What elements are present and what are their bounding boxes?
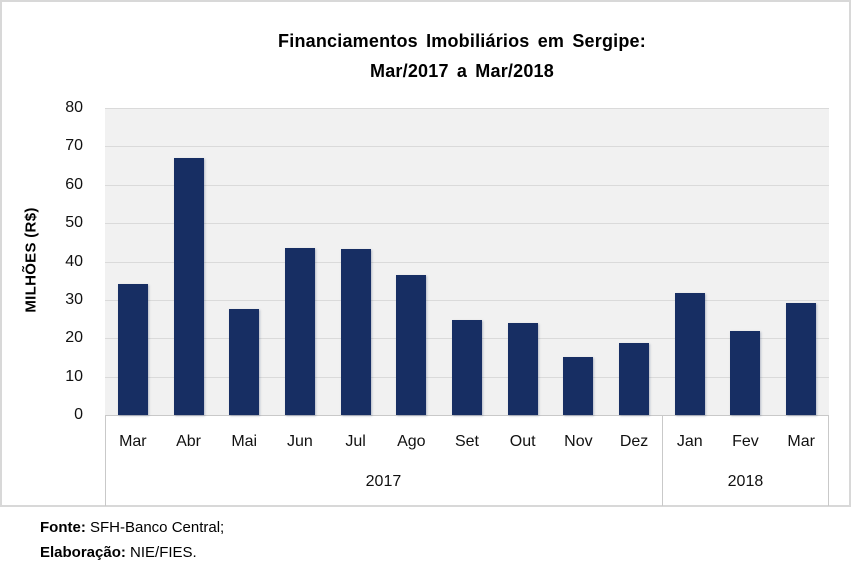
y-tick-80: 80 (65, 99, 83, 116)
bar-set-6 (452, 319, 482, 415)
y-tick-0: 0 (74, 406, 83, 423)
elaboracao-label: Elaboração: (40, 544, 126, 561)
source-note: Fonte: SFH-Banco Central; Elaboração: NI… (40, 515, 224, 565)
gridline-80 (105, 108, 829, 109)
bar-nov-8 (563, 356, 594, 415)
x-label-abr-1: Abr (176, 433, 201, 450)
bar-jan-10 (674, 292, 705, 415)
fonte-label: Fonte: (40, 519, 86, 536)
x-label-dez-9: Dez (619, 433, 649, 450)
elaboracao-value: NIE/FIES. (130, 544, 197, 561)
y-tick-60: 60 (65, 175, 83, 193)
fonte-value: SFH-Banco Central; (90, 519, 225, 536)
gridline-30 (105, 299, 829, 301)
gridline-70 (105, 146, 829, 148)
bar-out-7 (507, 322, 538, 415)
y-tick-40: 40 (65, 252, 83, 270)
bar-jun-3 (284, 247, 315, 415)
category-separator-1 (662, 415, 663, 506)
bar-fev-11 (730, 330, 761, 415)
x-label-jul-4: Jul (345, 433, 366, 450)
category-separator-2 (828, 415, 829, 506)
x-label-jan-10: Jan (676, 433, 703, 450)
x-label-mai-2: Mai (231, 433, 258, 450)
bar-mar-12 (786, 302, 817, 415)
bar-dez-9 (619, 342, 650, 415)
y-tick-20: 20 (65, 329, 83, 347)
x-label-fev-11: Fev (732, 433, 759, 450)
gridline-40 (105, 261, 829, 263)
bar-mai-2 (229, 309, 260, 415)
x-label-mar-12: Mar (787, 433, 815, 450)
x-label-mar-0: Mar (119, 433, 147, 450)
chart-title-line2: Mar/2017 a Mar/2018 (370, 61, 554, 81)
bar-abr-1 (173, 157, 204, 415)
group-label-2017: 2017 (365, 473, 402, 490)
gridline-60 (105, 184, 829, 186)
bar-ago-5 (396, 274, 427, 415)
group-label-2018: 2018 (727, 473, 764, 490)
x-label-set-6: Set (454, 433, 479, 450)
elaboration-line: Elaboração: NIE/FIES. (40, 540, 224, 565)
y-tick-70: 70 (65, 137, 83, 155)
y-tick-10: 10 (65, 367, 83, 385)
chart-title: Financiamentos Imobiliários em Sergipe: … (82, 26, 842, 86)
source-line: Fonte: SFH-Banco Central; (40, 515, 224, 540)
x-label-nov-8: Nov (564, 433, 593, 450)
bar-mar-0 (117, 284, 148, 415)
x-label-ago-5: Ago (397, 433, 426, 450)
chart-frame: Financiamentos Imobiliários em Sergipe: … (0, 0, 851, 507)
y-tick-50: 50 (65, 214, 83, 232)
y-tick-30: 30 (65, 290, 83, 308)
bar-jul-4 (340, 248, 371, 415)
x-label-jun-3: Jun (287, 433, 313, 450)
category-separator-0 (105, 415, 106, 506)
chart-title-line1: Financiamentos Imobiliários em Sergipe: (278, 31, 646, 51)
x-label-out-7: Out (509, 433, 536, 450)
gridline-50 (105, 223, 829, 225)
